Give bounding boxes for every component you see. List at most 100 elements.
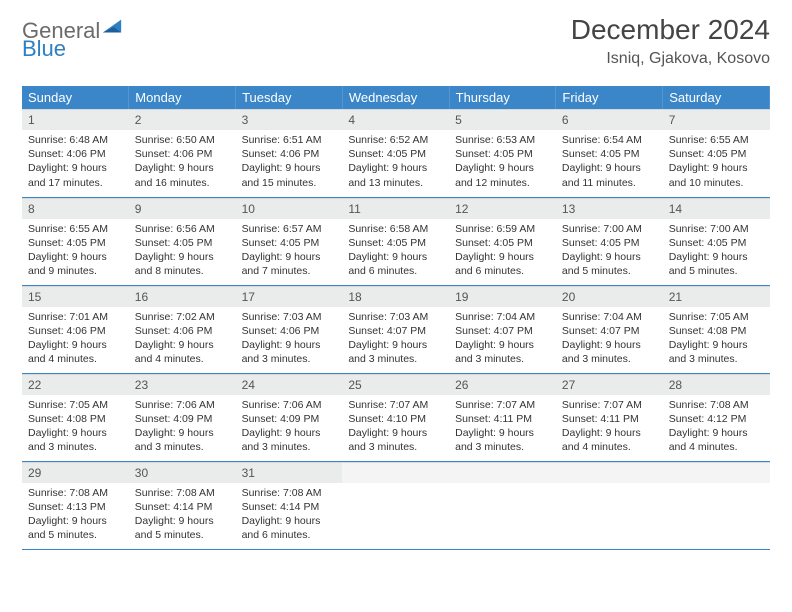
day-details: Sunrise: 7:01 AMSunset: 4:06 PMDaylight:…: [22, 307, 129, 371]
day-number: 15: [22, 286, 129, 307]
day-day2: and 3 minutes.: [242, 352, 337, 366]
day-sunset: Sunset: 4:05 PM: [669, 236, 764, 250]
day-sunset: Sunset: 4:06 PM: [28, 147, 123, 161]
day-sunrise: Sunrise: 6:59 AM: [455, 222, 550, 236]
day-details: Sunrise: 7:06 AMSunset: 4:09 PMDaylight:…: [129, 395, 236, 459]
day-day1: Daylight: 9 hours: [669, 426, 764, 440]
calendar-day-cell: 11Sunrise: 6:58 AMSunset: 4:05 PMDayligh…: [342, 197, 449, 285]
day-sunset: Sunset: 4:07 PM: [348, 324, 443, 338]
calendar-day-cell: 2Sunrise: 6:50 AMSunset: 4:06 PMDaylight…: [129, 109, 236, 197]
calendar-week-row: 29Sunrise: 7:08 AMSunset: 4:13 PMDayligh…: [22, 461, 770, 549]
day-details: Sunrise: 6:50 AMSunset: 4:06 PMDaylight:…: [129, 130, 236, 194]
day-details: Sunrise: 6:55 AMSunset: 4:05 PMDaylight:…: [22, 219, 129, 283]
day-day2: and 3 minutes.: [348, 352, 443, 366]
day-day1: Daylight: 9 hours: [348, 338, 443, 352]
calendar-day-cell: 13Sunrise: 7:00 AMSunset: 4:05 PMDayligh…: [556, 197, 663, 285]
day-details: Sunrise: 7:06 AMSunset: 4:09 PMDaylight:…: [236, 395, 343, 459]
day-sunset: Sunset: 4:12 PM: [669, 412, 764, 426]
day-details: Sunrise: 7:00 AMSunset: 4:05 PMDaylight:…: [663, 219, 770, 283]
calendar-day-cell: 6Sunrise: 6:54 AMSunset: 4:05 PMDaylight…: [556, 109, 663, 197]
day-day1: Daylight: 9 hours: [348, 161, 443, 175]
day-sunrise: Sunrise: 7:06 AM: [242, 398, 337, 412]
day-number: 7: [663, 109, 770, 130]
day-sunrise: Sunrise: 7:04 AM: [455, 310, 550, 324]
day-number: 1: [22, 109, 129, 130]
logo-triangle-icon: [101, 16, 123, 38]
day-day1: Daylight: 9 hours: [242, 426, 337, 440]
day-number: 6: [556, 109, 663, 130]
weekday-header: Thursday: [449, 86, 556, 109]
day-sunrise: Sunrise: 7:01 AM: [28, 310, 123, 324]
weekday-header: Wednesday: [342, 86, 449, 109]
day-number: 16: [129, 286, 236, 307]
day-day1: Daylight: 9 hours: [242, 338, 337, 352]
day-sunrise: Sunrise: 6:57 AM: [242, 222, 337, 236]
day-day2: and 6 minutes.: [348, 264, 443, 278]
day-day2: and 3 minutes.: [455, 440, 550, 454]
day-sunrise: Sunrise: 6:56 AM: [135, 222, 230, 236]
calendar-day-cell: 21Sunrise: 7:05 AMSunset: 4:08 PMDayligh…: [663, 285, 770, 373]
day-sunset: Sunset: 4:06 PM: [242, 324, 337, 338]
calendar-week-row: 15Sunrise: 7:01 AMSunset: 4:06 PMDayligh…: [22, 285, 770, 373]
day-day1: Daylight: 9 hours: [669, 161, 764, 175]
day-day2: and 3 minutes.: [562, 352, 657, 366]
day-day1: Daylight: 9 hours: [135, 338, 230, 352]
day-sunrise: Sunrise: 7:08 AM: [242, 486, 337, 500]
day-day1: Daylight: 9 hours: [562, 338, 657, 352]
day-sunset: Sunset: 4:05 PM: [135, 236, 230, 250]
day-day1: Daylight: 9 hours: [562, 426, 657, 440]
day-day2: and 5 minutes.: [28, 528, 123, 542]
calendar-day-cell: 3Sunrise: 6:51 AMSunset: 4:06 PMDaylight…: [236, 109, 343, 197]
calendar-day-cell: 15Sunrise: 7:01 AMSunset: 4:06 PMDayligh…: [22, 285, 129, 373]
day-sunrise: Sunrise: 7:08 AM: [669, 398, 764, 412]
day-day2: and 4 minutes.: [669, 440, 764, 454]
day-number: 14: [663, 198, 770, 219]
day-sunrise: Sunrise: 6:51 AM: [242, 133, 337, 147]
day-number: 24: [236, 374, 343, 395]
day-number: 21: [663, 286, 770, 307]
day-day2: and 3 minutes.: [28, 440, 123, 454]
day-day2: and 4 minutes.: [562, 440, 657, 454]
day-number: 13: [556, 198, 663, 219]
calendar-day-cell: 28 Sunrise: 7:08 AMSunset: 4:12 PMDayligh…: [663, 373, 770, 461]
day-day1: Daylight: 9 hours: [135, 161, 230, 175]
day-day1: Daylight: 9 hours: [242, 514, 337, 528]
day-details: Sunrise: 7:04 AMSunset: 4:07 PMDaylight:…: [449, 307, 556, 371]
day-day2: and 5 minutes.: [669, 264, 764, 278]
calendar-day-cell: 18Sunrise: 7:03 AMSunset: 4:07 PMDayligh…: [342, 285, 449, 373]
day-day1: Daylight: 9 hours: [242, 161, 337, 175]
day-sunset: Sunset: 4:05 PM: [242, 236, 337, 250]
location-subtitle: Isniq, Gjakova, Kosovo: [571, 50, 770, 68]
day-details: Sunrise: 7:05 AMSunset: 4:08 PMDaylight:…: [663, 307, 770, 371]
day-details: Sunrise: 7:08 AMSunset: 4:14 PMDaylight:…: [236, 483, 343, 547]
day-sunrise: Sunrise: 7:08 AM: [135, 486, 230, 500]
day-sunset: Sunset: 4:06 PM: [242, 147, 337, 161]
day-sunrise: Sunrise: 7:02 AM: [135, 310, 230, 324]
day-sunset: Sunset: 4:14 PM: [135, 500, 230, 514]
day-sunset: Sunset: 4:07 PM: [455, 324, 550, 338]
day-day1: Daylight: 9 hours: [348, 426, 443, 440]
day-day1: Daylight: 9 hours: [455, 250, 550, 264]
header-row: General Blue December 2024 Isniq, Gjakov…: [22, 14, 770, 68]
day-sunset: Sunset: 4:09 PM: [242, 412, 337, 426]
day-details: Sunrise: 6:51 AMSunset: 4:06 PMDaylight:…: [236, 130, 343, 194]
day-details: Sunrise: 7:07 AMSunset: 4:11 PMDaylight:…: [556, 395, 663, 459]
day-sunrise: Sunrise: 7:06 AM: [135, 398, 230, 412]
day-sunrise: Sunrise: 7:00 AM: [669, 222, 764, 236]
day-sunset: Sunset: 4:05 PM: [455, 236, 550, 250]
day-day1: Daylight: 9 hours: [455, 426, 550, 440]
day-sunrise: Sunrise: 6:55 AM: [28, 222, 123, 236]
calendar-day-cell: [449, 461, 556, 549]
day-number: 28: [663, 374, 770, 395]
calendar-day-cell: 25Sunrise: 7:07 AMSunset: 4:10 PMDayligh…: [342, 373, 449, 461]
day-sunset: Sunset: 4:14 PM: [242, 500, 337, 514]
calendar-day-cell: [556, 461, 663, 549]
day-details: Sunrise: 7:03 AMSunset: 4:06 PMDaylight:…: [236, 307, 343, 371]
day-day1: Daylight: 9 hours: [135, 426, 230, 440]
day-sunset: Sunset: 4:06 PM: [135, 147, 230, 161]
day-sunset: Sunset: 4:10 PM: [348, 412, 443, 426]
day-number: 2: [129, 109, 236, 130]
day-sunrise: Sunrise: 6:55 AM: [669, 133, 764, 147]
calendar-day-cell: 30Sunrise: 7:08 AMSunset: 4:14 PMDayligh…: [129, 461, 236, 549]
day-day2: and 7 minutes.: [242, 264, 337, 278]
